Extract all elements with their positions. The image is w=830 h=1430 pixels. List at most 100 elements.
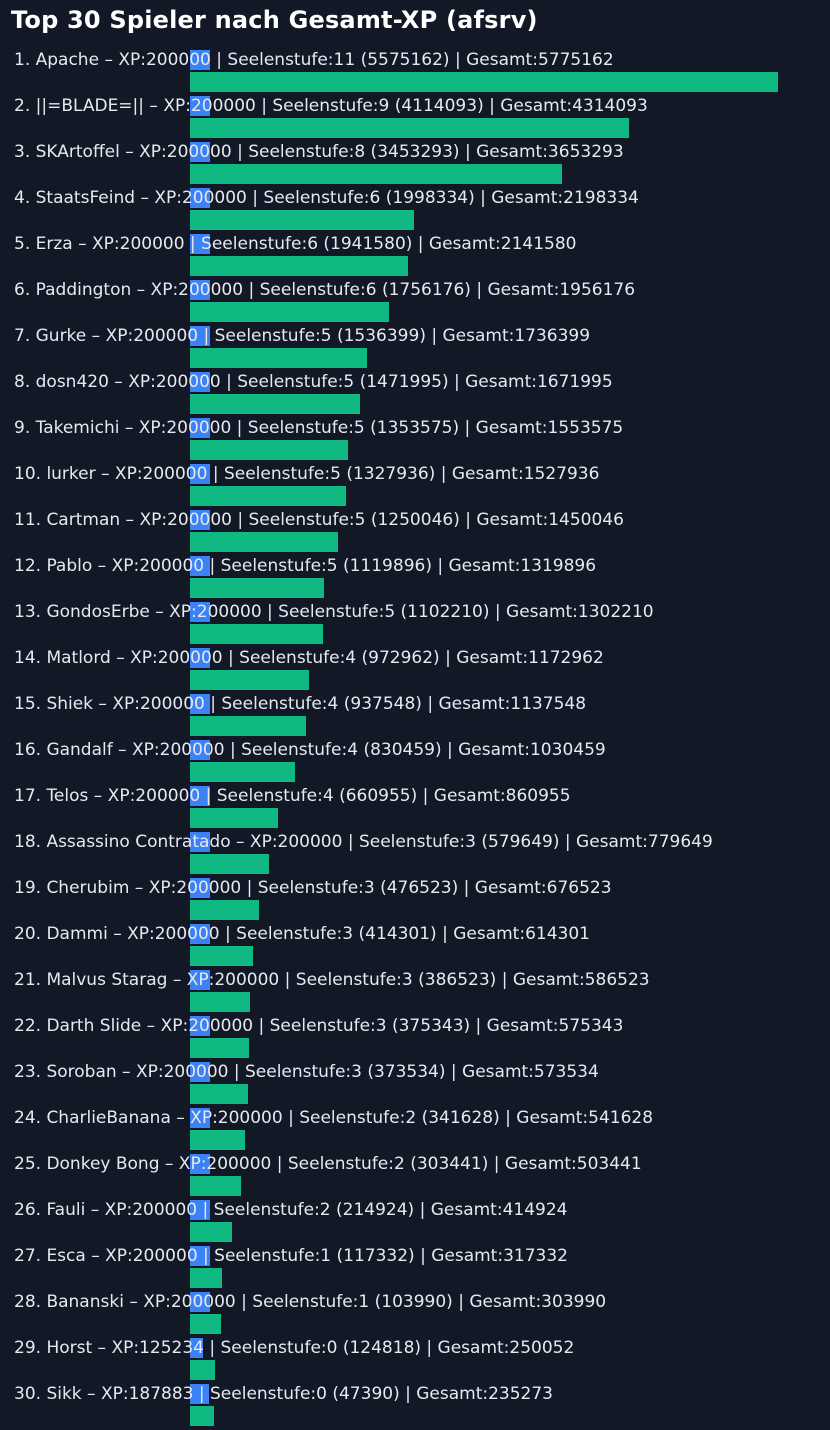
row-label: 18. Assassino Contratado – XP:200000 | S… <box>14 832 713 852</box>
total-bar <box>190 486 346 506</box>
row-label: 8. dosn420 – XP:200000 | Seelenstufe:5 (… <box>14 372 613 392</box>
chart-row: 15. Shiek – XP:200000 | Seelenstufe:4 (9… <box>0 694 830 740</box>
chart-row: 10. lurker – XP:200000 | Seelenstufe:5 (… <box>0 464 830 510</box>
total-bar <box>190 1038 249 1058</box>
row-label: 4. StaatsFeind – XP:200000 | Seelenstufe… <box>14 188 639 208</box>
xp-bar <box>190 740 210 760</box>
total-bar <box>190 164 562 184</box>
total-bar <box>190 1406 214 1426</box>
chart-row: 17. Telos – XP:200000 | Seelenstufe:4 (6… <box>0 786 830 832</box>
total-bar <box>190 440 348 460</box>
xp-bar <box>190 372 210 392</box>
chart-row: 3. SKArtoffel – XP:200000 | Seelenstufe:… <box>0 142 830 188</box>
row-label: 10. lurker – XP:200000 | Seelenstufe:5 (… <box>14 464 600 484</box>
xp-bar <box>190 142 210 162</box>
xp-bar <box>190 648 210 668</box>
row-label: 11. Cartman – XP:200000 | Seelenstufe:5 … <box>14 510 624 530</box>
row-label: 24. CharlieBanana – XP:200000 | Seelenst… <box>14 1108 654 1128</box>
row-label: 28. Bananski – XP:200000 | Seelenstufe:1… <box>14 1292 607 1312</box>
row-label: 6. Paddington – XP:200000 | Seelenstufe:… <box>14 280 636 300</box>
chart-row: 1. Apache – XP:200000 | Seelenstufe:11 (… <box>0 50 830 96</box>
xp-bar <box>190 878 210 898</box>
chart-row: 14. Matlord – XP:200000 | Seelenstufe:4 … <box>0 648 830 694</box>
chart-row: 28. Bananski – XP:200000 | Seelenstufe:1… <box>0 1292 830 1338</box>
chart-row: 16. Gandalf – XP:200000 | Seelenstufe:4 … <box>0 740 830 786</box>
total-bar <box>190 1084 248 1104</box>
total-bar <box>190 532 338 552</box>
row-label: 5. Erza – XP:200000 | Seelenstufe:6 (194… <box>14 234 577 254</box>
row-label: 1. Apache – XP:200000 | Seelenstufe:11 (… <box>14 50 614 70</box>
row-label: 27. Esca – XP:200000 | Seelenstufe:1 (11… <box>14 1246 568 1266</box>
total-bar <box>190 854 269 874</box>
total-bar <box>190 716 306 736</box>
total-bar <box>190 670 309 690</box>
xp-bar <box>190 970 210 990</box>
xp-bar <box>190 694 210 714</box>
total-bar <box>190 1176 241 1196</box>
row-label: 29. Horst – XP:125234 | Seelenstufe:0 (1… <box>14 1338 575 1358</box>
chart-row: 8. dosn420 – XP:200000 | Seelenstufe:5 (… <box>0 372 830 418</box>
chart-title: Top 30 Spieler nach Gesamt-XP (afsrv) <box>11 6 538 34</box>
row-label: 25. Donkey Bong – XP:200000 | Seelenstuf… <box>14 1154 642 1174</box>
chart-row: 13. GondosErbe – XP:200000 | Seelenstufe… <box>0 602 830 648</box>
chart-row: 27. Esca – XP:200000 | Seelenstufe:1 (11… <box>0 1246 830 1292</box>
row-label: 2. ||=BLADE=|| – XP:200000 | Seelenstufe… <box>14 96 648 116</box>
row-label: 21. Malvus Starag – XP:200000 | Seelenst… <box>14 970 650 990</box>
xp-bar <box>190 556 210 576</box>
xp-bar <box>190 188 210 208</box>
xp-bar <box>190 1384 209 1404</box>
xp-bar <box>190 1108 210 1128</box>
total-bar <box>190 72 778 92</box>
row-label: 19. Cherubim – XP:200000 | Seelenstufe:3… <box>14 878 612 898</box>
total-bar <box>190 1314 221 1334</box>
xp-bar <box>190 1292 210 1312</box>
chart-row: 30. Sikk – XP:187883 | Seelenstufe:0 (47… <box>0 1384 830 1430</box>
xp-bar <box>190 464 210 484</box>
total-bar <box>190 1222 232 1242</box>
xp-bar <box>190 50 210 70</box>
chart-row: 25. Donkey Bong – XP:200000 | Seelenstuf… <box>0 1154 830 1200</box>
chart-row: 29. Horst – XP:125234 | Seelenstufe:0 (1… <box>0 1338 830 1384</box>
total-bar <box>190 624 323 644</box>
xp-bar <box>190 234 210 254</box>
total-bar <box>190 578 324 598</box>
total-bar <box>190 118 629 138</box>
xp-bar <box>190 924 210 944</box>
total-bar <box>190 210 414 230</box>
chart-row: 11. Cartman – XP:200000 | Seelenstufe:5 … <box>0 510 830 556</box>
total-bar <box>190 1130 245 1150</box>
chart-row: 9. Takemichi – XP:200000 | Seelenstufe:5… <box>0 418 830 464</box>
row-label: 30. Sikk – XP:187883 | Seelenstufe:0 (47… <box>14 1384 553 1404</box>
chart-row: 2. ||=BLADE=|| – XP:200000 | Seelenstufe… <box>0 96 830 142</box>
chart-row: 22. Darth Slide – XP:200000 | Seelenstuf… <box>0 1016 830 1062</box>
xp-bar <box>190 96 210 116</box>
chart-row: 12. Pablo – XP:200000 | Seelenstufe:5 (1… <box>0 556 830 602</box>
xp-bar <box>190 832 210 852</box>
xp-bar <box>190 418 210 438</box>
chart-row: 20. Dammi – XP:200000 | Seelenstufe:3 (4… <box>0 924 830 970</box>
row-label: 14. Matlord – XP:200000 | Seelenstufe:4 … <box>14 648 604 668</box>
total-bar <box>190 808 278 828</box>
chart-row: 26. Fauli – XP:200000 | Seelenstufe:2 (2… <box>0 1200 830 1246</box>
total-bar <box>190 946 253 966</box>
row-label: 16. Gandalf – XP:200000 | Seelenstufe:4 … <box>14 740 606 760</box>
row-label: 13. GondosErbe – XP:200000 | Seelenstufe… <box>14 602 654 622</box>
row-label: 17. Telos – XP:200000 | Seelenstufe:4 (6… <box>14 786 571 806</box>
row-label: 3. SKArtoffel – XP:200000 | Seelenstufe:… <box>14 142 624 162</box>
xp-bar <box>190 602 210 622</box>
chart-row: 19. Cherubim – XP:200000 | Seelenstufe:3… <box>0 878 830 924</box>
total-bar <box>190 762 295 782</box>
xp-bar <box>190 1246 210 1266</box>
xp-bar <box>190 786 210 806</box>
chart-row: 18. Assassino Contratado – XP:200000 | S… <box>0 832 830 878</box>
row-label: 23. Soroban – XP:200000 | Seelenstufe:3 … <box>14 1062 599 1082</box>
xp-bar <box>190 1016 210 1036</box>
chart-row: 21. Malvus Starag – XP:200000 | Seelenst… <box>0 970 830 1016</box>
xp-bar <box>190 1154 210 1174</box>
chart-row: 4. StaatsFeind – XP:200000 | Seelenstufe… <box>0 188 830 234</box>
xp-bar <box>190 280 210 300</box>
row-label: 20. Dammi – XP:200000 | Seelenstufe:3 (4… <box>14 924 590 944</box>
xp-bar <box>190 510 210 530</box>
chart-row: 24. CharlieBanana – XP:200000 | Seelenst… <box>0 1108 830 1154</box>
